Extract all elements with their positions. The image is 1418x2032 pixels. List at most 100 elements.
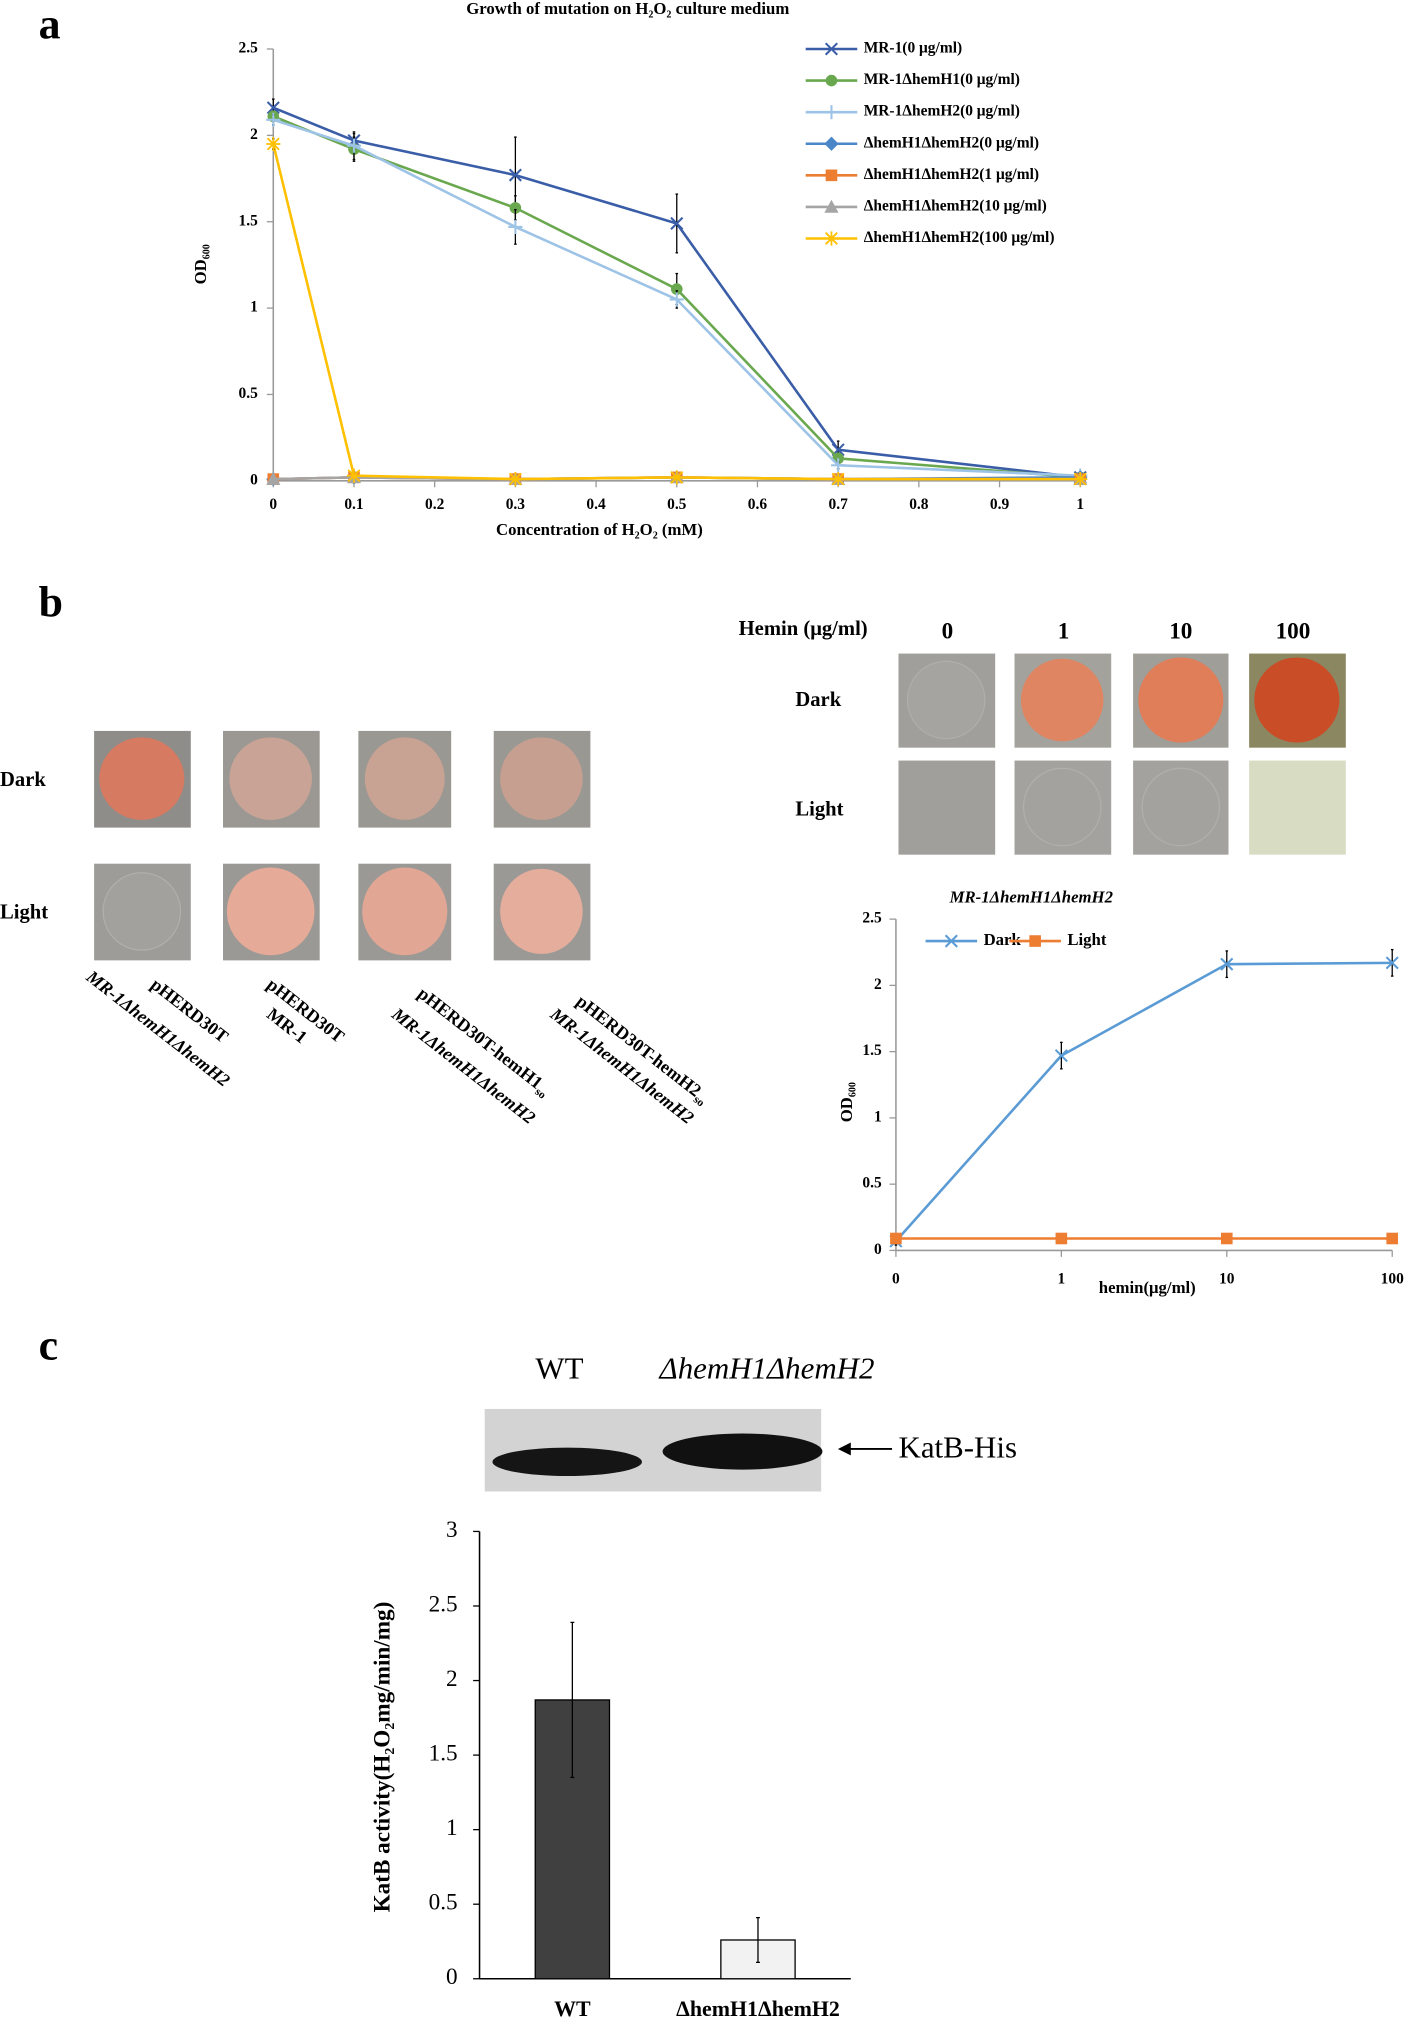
x-tick-label: 0.3 (506, 496, 526, 513)
y-tick-label: 3 (446, 1517, 458, 1543)
marker (669, 470, 684, 485)
marker (508, 168, 522, 182)
marker (266, 112, 281, 127)
colony (226, 867, 315, 956)
legend-label: Dark (984, 930, 1022, 949)
marker (890, 1232, 902, 1245)
y-tick-label: 1 (874, 1108, 882, 1125)
colony (362, 867, 448, 956)
marker (1073, 472, 1088, 487)
y-tick-label: 1.5 (429, 1740, 458, 1766)
marker (824, 105, 839, 120)
marker (266, 136, 281, 152)
x-tick-label: 0.5 (667, 496, 687, 513)
x-tick-label: WT (554, 1996, 591, 2021)
marker (670, 216, 684, 230)
legend-label: MR-1(0 μg/ml) (864, 40, 962, 57)
legend-label: ΔhemH1ΔhemH2(100 μg/ml) (864, 229, 1055, 246)
blot-band (492, 1447, 642, 1477)
colony (1020, 658, 1104, 742)
panel-label: c (39, 1322, 58, 1370)
x-tick-label: 1 (1057, 1271, 1065, 1288)
x-tick-label: 0 (269, 496, 277, 513)
column-label: 1 (1058, 618, 1070, 644)
x-tick-label: 100 (1381, 1271, 1404, 1288)
y-tick-label: 1 (446, 1815, 458, 1841)
chart-title: Growth of mutation on H₂O₂ culture mediu… (466, 0, 789, 18)
row-label: Dark (0, 769, 46, 791)
y-tick-label: 0 (250, 471, 258, 488)
column-label: 100 (1276, 618, 1311, 644)
marker (266, 472, 281, 485)
colony (364, 737, 445, 820)
colony (500, 737, 583, 820)
colony (1141, 767, 1221, 847)
x-tick-label: 0.6 (748, 496, 768, 513)
hemin-header: Hemin (μg/ml) (739, 618, 868, 640)
x-tick-label: 10 (1219, 1271, 1235, 1288)
y-tick-label: 2 (446, 1666, 458, 1692)
marker (509, 202, 522, 214)
y-tick-label: 0.5 (862, 1175, 882, 1192)
y-tick-label: 2.5 (238, 40, 258, 57)
x-tick-label: 0.9 (990, 496, 1010, 513)
marker (824, 199, 839, 213)
colony (229, 737, 312, 820)
x-axis-label: hemin(μg/ml) (1099, 1278, 1196, 1297)
western-blot: WT ΔhemH1ΔhemH2 KatB-His (484, 1351, 1017, 1492)
row-label: Dark (795, 689, 841, 711)
hemin-plate-grid: Hemin (μg/ml) 0 1 10 100 Dark Light (739, 618, 1346, 855)
y-tick-label: 1 (250, 299, 258, 316)
series-line (272, 143, 1081, 481)
blot-band (662, 1433, 823, 1470)
colony (99, 737, 185, 820)
y-tick-label: 1.5 (862, 1042, 882, 1059)
legend-label: MR-1ΔhemH2(0 μg/ml) (864, 103, 1020, 120)
arrow-head (837, 1442, 851, 1456)
marker (824, 136, 839, 151)
row-label: Light (795, 799, 843, 821)
series-line (272, 118, 1081, 477)
marker (346, 138, 362, 153)
legend-label: ΔhemH1ΔhemH2(10 μg/ml) (864, 197, 1047, 214)
y-tick-label: 2.5 (429, 1591, 458, 1617)
colony (1022, 767, 1102, 847)
colony (906, 660, 986, 740)
legend-label: ΔhemH1ΔhemH2(0 μg/ml) (864, 134, 1039, 151)
x-tick-label: 0.4 (586, 496, 606, 513)
y-tick-label: 0.5 (238, 385, 258, 402)
marker (1029, 935, 1041, 947)
y-tick-label: 0 (874, 1241, 882, 1258)
marker (346, 468, 362, 483)
marker (825, 74, 838, 87)
x-tick-label: ΔhemH1ΔhemH2 (676, 1996, 840, 2021)
marker (1220, 1232, 1233, 1245)
marker (831, 472, 846, 487)
series-line (272, 106, 1081, 479)
error-bar (756, 1916, 760, 1964)
plate-grid: Dark Light pHERD30T MR-1ΔhemH1ΔhemH2 pHE… (0, 730, 707, 1128)
y-axis-label: OD₆₀₀ (837, 1082, 856, 1122)
x-tick-label: 0.2 (425, 496, 445, 513)
marker (824, 42, 838, 56)
marker (825, 169, 838, 182)
y-tick-label: 2 (250, 126, 258, 143)
panel-label: b (39, 578, 63, 626)
plate-photo (898, 760, 996, 855)
x-axis-label: Concentration of H₂O₂ (mM) (496, 520, 703, 539)
legend-label: MR-1ΔhemH1(0 μg/ml) (864, 71, 1020, 88)
column-label: 0 (942, 618, 954, 644)
y-tick-label: 0.5 (429, 1890, 458, 1916)
x-tick-label: 1 (1076, 496, 1084, 513)
marker (1385, 956, 1399, 970)
colony (1138, 657, 1224, 743)
lane-label: ΔhemH1ΔhemH2 (658, 1351, 875, 1386)
plate-photo (1249, 760, 1346, 855)
y-tick-label: 1.5 (238, 212, 258, 229)
marker (1220, 957, 1234, 971)
marker (508, 219, 523, 234)
chart-title: MR-1ΔhemH1ΔhemH2 (949, 887, 1113, 906)
band-label: KatB-His (898, 1429, 1017, 1464)
series-line (272, 115, 1081, 479)
